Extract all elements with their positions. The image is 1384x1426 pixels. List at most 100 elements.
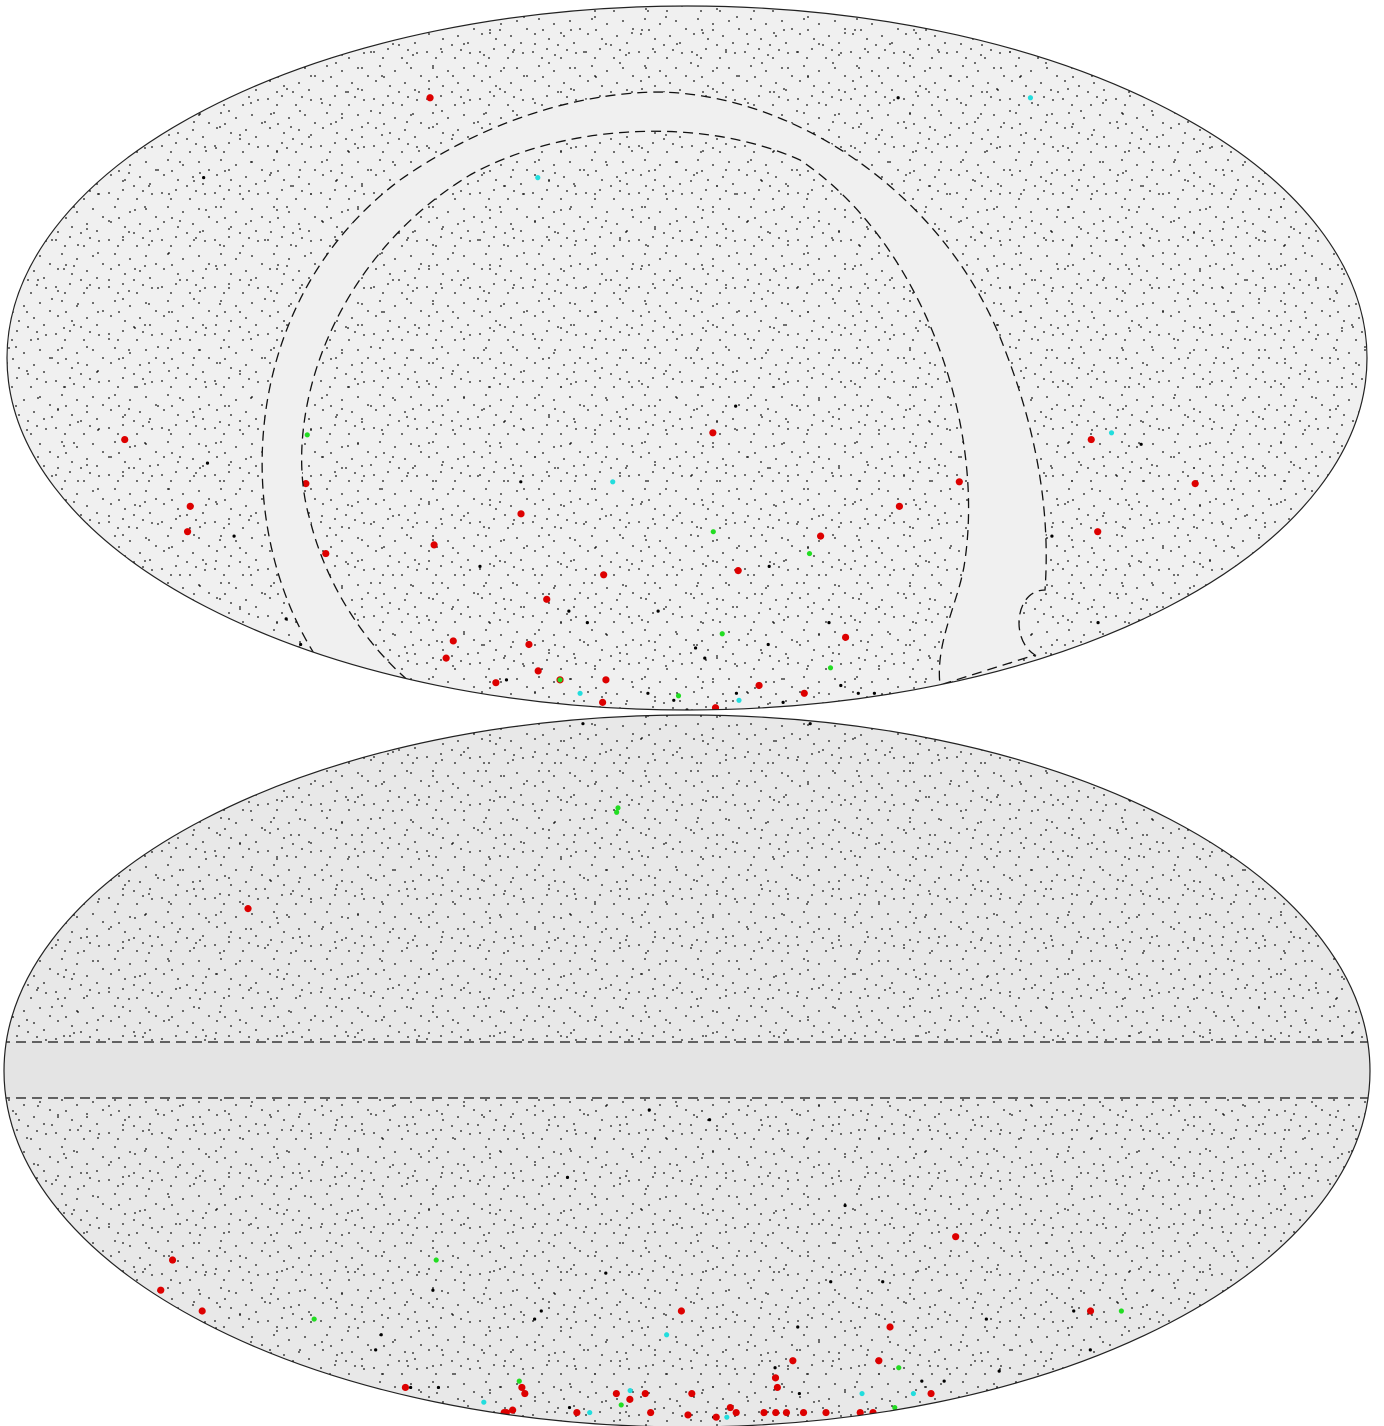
source-point [733,1409,740,1416]
source-point [768,565,771,568]
source-point [708,1118,711,1121]
source-point [688,1390,695,1397]
source-point [409,1386,412,1389]
source-point [244,905,251,912]
source-point [1050,535,1053,538]
source-point [517,1379,522,1384]
source-point [1140,443,1143,446]
source-point [535,175,540,180]
source-point [774,1384,781,1391]
source-point [169,1256,176,1263]
source-point [755,682,762,689]
map-bottom [0,714,1384,1426]
map-top [0,0,1384,715]
source-point [492,679,499,686]
source-point [285,617,288,620]
source-point [299,643,302,646]
source-point [184,528,191,535]
source-point [943,1380,946,1383]
source-point [587,1410,592,1415]
source-point [796,1325,799,1328]
source-point [678,1307,685,1314]
source-point [657,610,660,613]
source-point [760,1409,767,1416]
source-point [822,1409,829,1416]
source-point [842,634,849,641]
source-point [927,1390,934,1397]
source-point [648,1108,651,1111]
source-point [807,551,812,556]
source-point [735,692,738,695]
source-point [896,1365,901,1370]
source-point [920,1380,923,1383]
source-point [664,1332,669,1337]
source-point [881,1280,884,1283]
source-point [1028,95,1033,100]
source-point [322,550,329,557]
source-point [602,676,609,683]
sky-maps [0,0,1384,1426]
source-point [869,1409,876,1416]
source-point [911,1391,916,1396]
mask-band [0,1042,1384,1098]
source-point [727,1404,734,1411]
source-point [501,1409,508,1416]
source-point [711,529,716,534]
source-point [772,1374,779,1381]
source-point [647,1409,654,1416]
source-point [735,567,742,574]
source-point [533,1317,536,1320]
source-point [875,1357,882,1364]
source-point [829,1280,832,1283]
source-point [709,429,716,436]
source-point [1087,1307,1094,1314]
source-point [599,699,606,706]
source-point [828,665,833,670]
source-point [896,503,903,510]
source-point [519,480,522,483]
source-point [736,698,741,703]
source-point [426,94,433,101]
source-point [857,692,860,695]
source-point [1088,436,1095,443]
source-point [886,1323,893,1330]
source-point [573,1409,580,1416]
source-point [773,1366,776,1369]
source-point [724,1415,729,1420]
source-point [610,479,615,484]
source-point [1119,1308,1124,1313]
source-point [450,637,457,644]
source-point [767,643,770,646]
source-point [734,405,737,408]
source-point [626,1396,633,1403]
source-point [694,646,697,649]
source-point [535,667,542,674]
source-point [517,510,524,517]
source-point [443,655,450,662]
source-point [478,565,481,568]
source-point [577,691,582,696]
source-point [121,436,128,443]
source-point [581,722,584,725]
source-point [782,701,785,704]
source-point [897,96,900,99]
source-point [952,1233,959,1240]
source-point [1109,430,1114,435]
source-point [713,1414,720,1421]
source-point [646,692,649,695]
source-point [800,1409,807,1416]
source-point [1192,480,1199,487]
source-point [437,1386,440,1389]
source-point [676,693,681,698]
source-point [187,503,194,510]
source-point [505,678,508,681]
source-point [956,478,963,485]
source-point [642,1390,649,1397]
source-point [839,684,842,687]
source-point [431,541,438,548]
page: {"chart_data": [ {"type": "scatter", "pr… [0,0,1384,1426]
source-point [157,1287,164,1294]
source-point [703,657,706,660]
source-point [1089,1348,1092,1351]
source-point [672,699,675,702]
